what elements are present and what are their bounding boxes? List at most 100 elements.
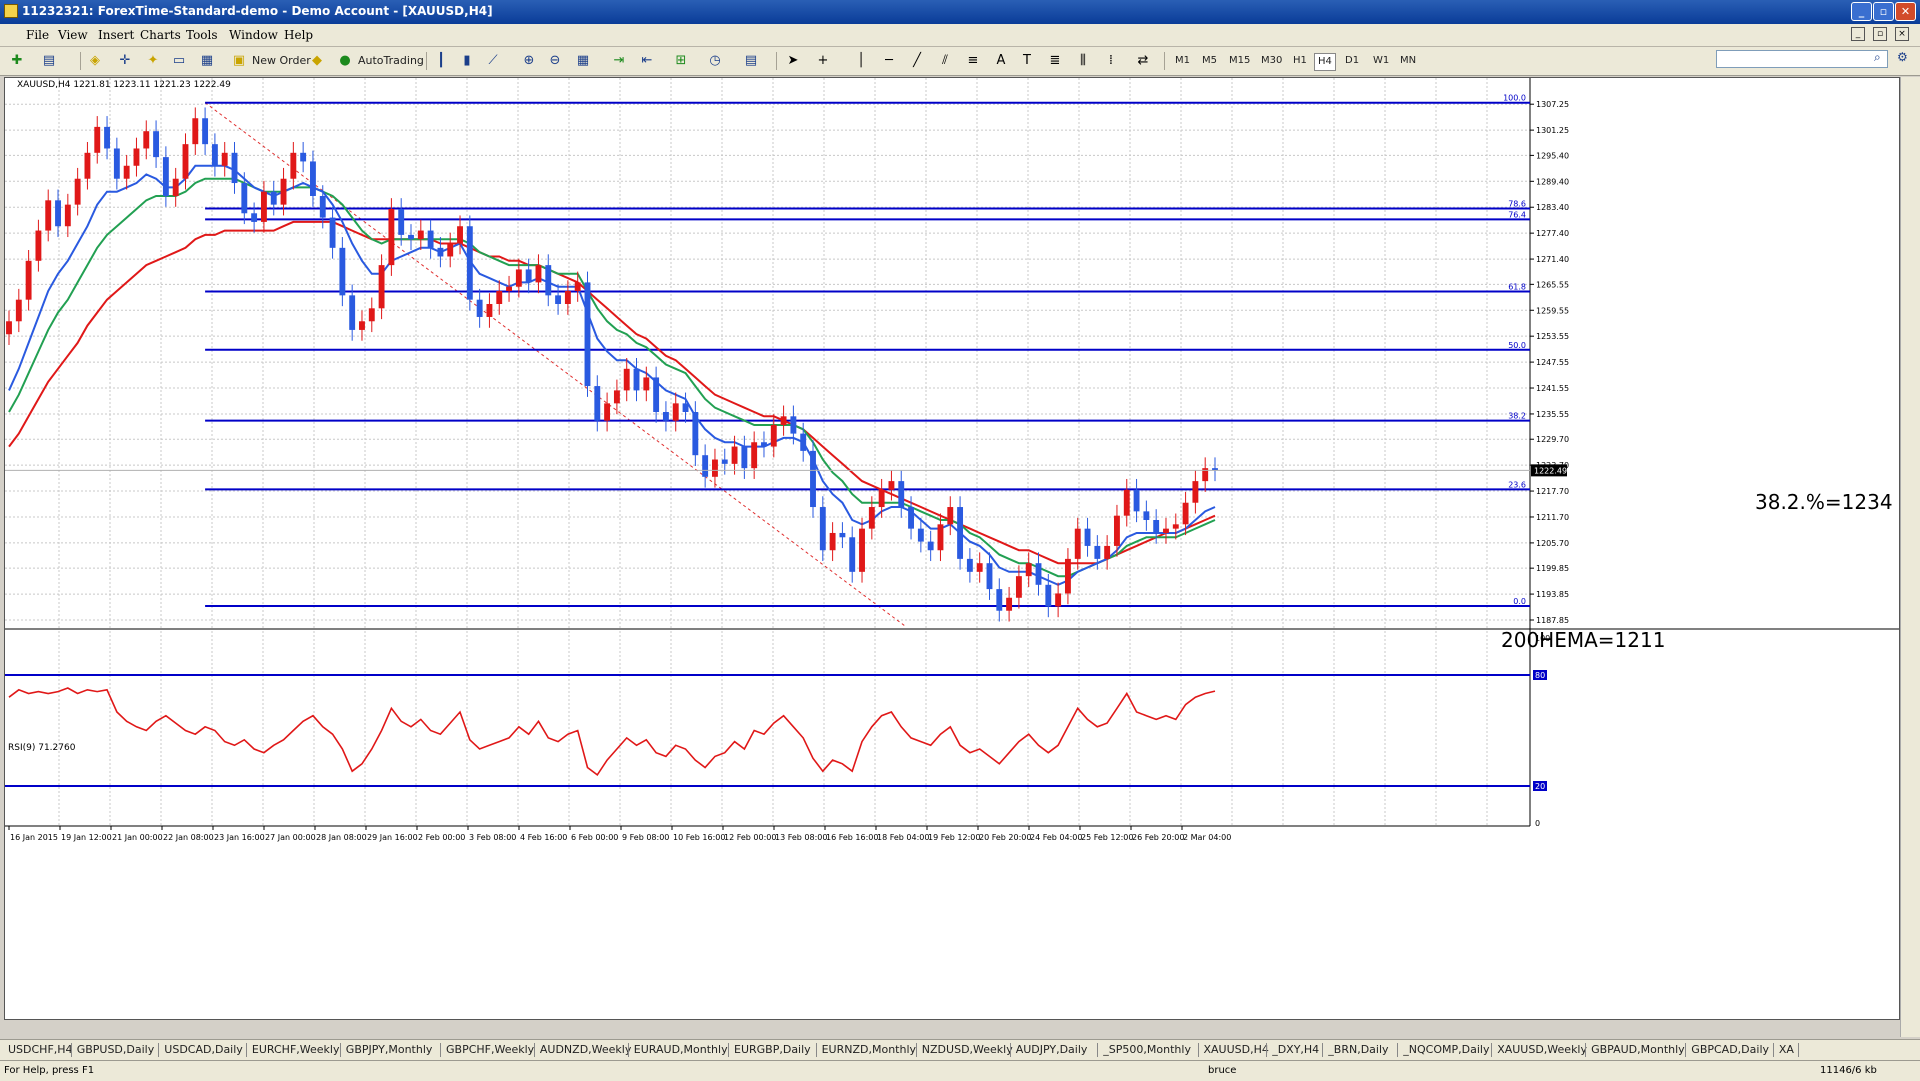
chart-tab[interactable]: GBPCHF,Weekly — [446, 1043, 535, 1056]
menu-charts[interactable]: Charts — [140, 28, 181, 42]
chart-tab[interactable]: USDCAD,Daily — [164, 1043, 243, 1056]
chart-window[interactable]: 100.0 78.6 76.4 61.8 50.0 38.2 23.6 0.0 1307.25… — [4, 77, 1900, 1020]
candle-body — [868, 507, 875, 529]
arrows-icon[interactable]: ⇄ — [1137, 53, 1149, 68]
timeframe-h4[interactable]: H4 — [1314, 53, 1336, 71]
timeframe-m5[interactable]: M5 — [1202, 55, 1217, 66]
candle-body — [1015, 576, 1022, 598]
settings-icon[interactable]: ⚙ — [1897, 50, 1908, 64]
timeframe-m1[interactable]: M1 — [1175, 55, 1190, 66]
timeframe-w1[interactable]: W1 — [1373, 55, 1390, 66]
tab-separator — [533, 1043, 535, 1057]
candle-body — [917, 528, 924, 542]
cursor-icon[interactable]: ➤ — [787, 53, 799, 68]
tile-windows-icon[interactable]: ▦ — [576, 53, 590, 68]
terminal-icon[interactable]: ▭ — [172, 53, 186, 68]
chart-tab[interactable]: GBPCAD,Daily — [1691, 1043, 1770, 1056]
chart-tab[interactable]: GBPUSD,Daily — [76, 1043, 155, 1056]
chart-canvas[interactable]: 100.0 78.676.4 61.8 50.0 38.2 23.6 0.0 1307.25… — [5, 78, 1899, 1019]
metaeditor-icon[interactable]: ◆ — [312, 53, 322, 68]
chart-tab[interactable]: EURCHF,Weekly — [251, 1043, 340, 1056]
close-button[interactable]: ✕ — [1895, 2, 1916, 21]
time-tick-label: 10 Feb 16:00 — [673, 833, 725, 842]
new-order-button[interactable]: New Order — [252, 54, 311, 67]
chart-tab[interactable]: _DXY,H4 — [1272, 1043, 1320, 1056]
periods-icon[interactable]: ◷ — [709, 53, 721, 68]
vertical-scrollbar[interactable] — [1900, 77, 1920, 1037]
chart-tab[interactable]: EURGBP,Daily — [734, 1043, 811, 1056]
vertical-line-icon[interactable]: │ — [857, 53, 865, 68]
chart-tab[interactable]: EURNZD,Monthly — [821, 1043, 917, 1056]
strategy-tester-icon[interactable]: ▦ — [200, 53, 214, 68]
menu-tools[interactable]: Tools — [186, 28, 218, 42]
child-minimize-icon[interactable]: _ — [1851, 27, 1865, 41]
templates-icon[interactable]: ▤ — [744, 53, 758, 68]
chart-tab[interactable]: XA — [1778, 1043, 1794, 1056]
search-icon[interactable]: ⌕ — [1874, 50, 1881, 64]
menu-insert[interactable]: Insert — [98, 28, 135, 42]
zoom-out-icon[interactable]: ⊖ — [549, 53, 561, 68]
new-chart-icon[interactable]: ✚ — [11, 53, 23, 68]
candle-body — [996, 589, 1003, 611]
fibonacci-icon[interactable]: ≡ — [967, 53, 979, 68]
chart-tab[interactable]: GBPAUD,Monthly — [1591, 1043, 1685, 1056]
gann-icon[interactable]: ≣ — [1049, 53, 1061, 68]
timeframe-mn[interactable]: MN — [1400, 55, 1417, 66]
candle-body — [545, 265, 552, 296]
market-watch-icon[interactable]: ◈ — [90, 53, 100, 68]
indicators-icon[interactable]: ⊞ — [675, 53, 687, 68]
chart-tab[interactable]: _SP500,Monthly — [1103, 1043, 1191, 1056]
status-bar: For Help, press F1 bruce 11146/6 kb — [0, 1060, 1920, 1081]
chart-tab[interactable]: AUDNZD,Weekly — [539, 1043, 632, 1056]
chart-tab[interactable]: EURAUD,Monthly — [633, 1043, 728, 1056]
timeframe-h1[interactable]: H1 — [1293, 55, 1307, 66]
chart-tab[interactable]: USDCHF,H4 — [8, 1043, 73, 1056]
chart-tab[interactable]: XAUUSD,H4 — [1203, 1043, 1269, 1056]
bar-chart-icon[interactable]: ┃ — [437, 53, 445, 68]
time-tick-label: 9 Feb 08:00 — [622, 833, 669, 842]
menu-view[interactable]: View — [58, 28, 88, 42]
new-order-icon[interactable]: ▣ — [232, 53, 246, 68]
chart-tab[interactable]: _NQCOMP,Daily — [1403, 1043, 1490, 1056]
text-label-icon[interactable]: T — [1023, 53, 1031, 68]
line-chart-icon[interactable]: ⟋ — [488, 53, 498, 68]
navigator-icon[interactable]: ✦ — [147, 53, 159, 68]
chart-tab[interactable]: AUDJPY,Daily — [1015, 1043, 1088, 1056]
data-window-icon[interactable]: ✛ — [119, 53, 131, 68]
chart-tab[interactable]: GBPJPY,Monthly — [345, 1043, 433, 1056]
child-restore-icon[interactable]: ▫ — [1873, 27, 1887, 41]
crosshair-icon[interactable]: + — [817, 53, 829, 68]
zoom-in-icon[interactable]: ⊕ — [523, 53, 535, 68]
autotrading-button[interactable]: AutoTrading — [358, 54, 424, 67]
child-close-icon[interactable]: × — [1895, 27, 1909, 41]
search-input[interactable] — [1716, 50, 1888, 68]
chart-tab[interactable]: XAUUSD,Weekly — [1497, 1043, 1588, 1056]
fibo-time-icon[interactable]: ⁞ — [1108, 53, 1114, 68]
auto-scroll-icon[interactable]: ⇥ — [613, 53, 625, 68]
trendline-icon[interactable]: ╱ — [913, 53, 921, 68]
chart-tab[interactable]: NZDUSD,Weekly — [921, 1043, 1013, 1056]
candle-body — [682, 403, 689, 412]
horizontal-line-icon[interactable]: ─ — [885, 53, 893, 68]
timeframe-d1[interactable]: D1 — [1345, 55, 1360, 66]
timeframe-m15[interactable]: M15 — [1229, 55, 1251, 66]
profiles-icon[interactable]: ▤ — [42, 53, 56, 68]
candle-body — [731, 446, 738, 464]
timeframe-m30[interactable]: M30 — [1261, 55, 1283, 66]
chart-tab[interactable]: _BRN,Daily — [1328, 1043, 1389, 1056]
candle-body — [721, 459, 728, 464]
chart-shift-icon[interactable]: ⇤ — [641, 53, 653, 68]
text-icon[interactable]: A — [996, 53, 1006, 68]
menu-file[interactable]: File — [26, 28, 50, 42]
candle-body — [584, 282, 591, 387]
time-tick-label: 20 Feb 20:00 — [979, 833, 1031, 842]
candlestick-icon[interactable]: ▮ — [463, 53, 471, 68]
channel-icon[interactable]: ⫽ — [942, 53, 948, 68]
menu-help[interactable]: Help — [284, 28, 314, 42]
autotrading-icon[interactable]: ● — [339, 53, 351, 68]
andrews-pitchfork-icon[interactable]: ⫼ — [1080, 53, 1086, 68]
menu-window[interactable]: Window — [229, 28, 278, 42]
candle-body — [35, 230, 42, 261]
minimize-button[interactable]: _ — [1851, 2, 1872, 21]
maximize-button[interactable]: ▫ — [1873, 2, 1894, 21]
